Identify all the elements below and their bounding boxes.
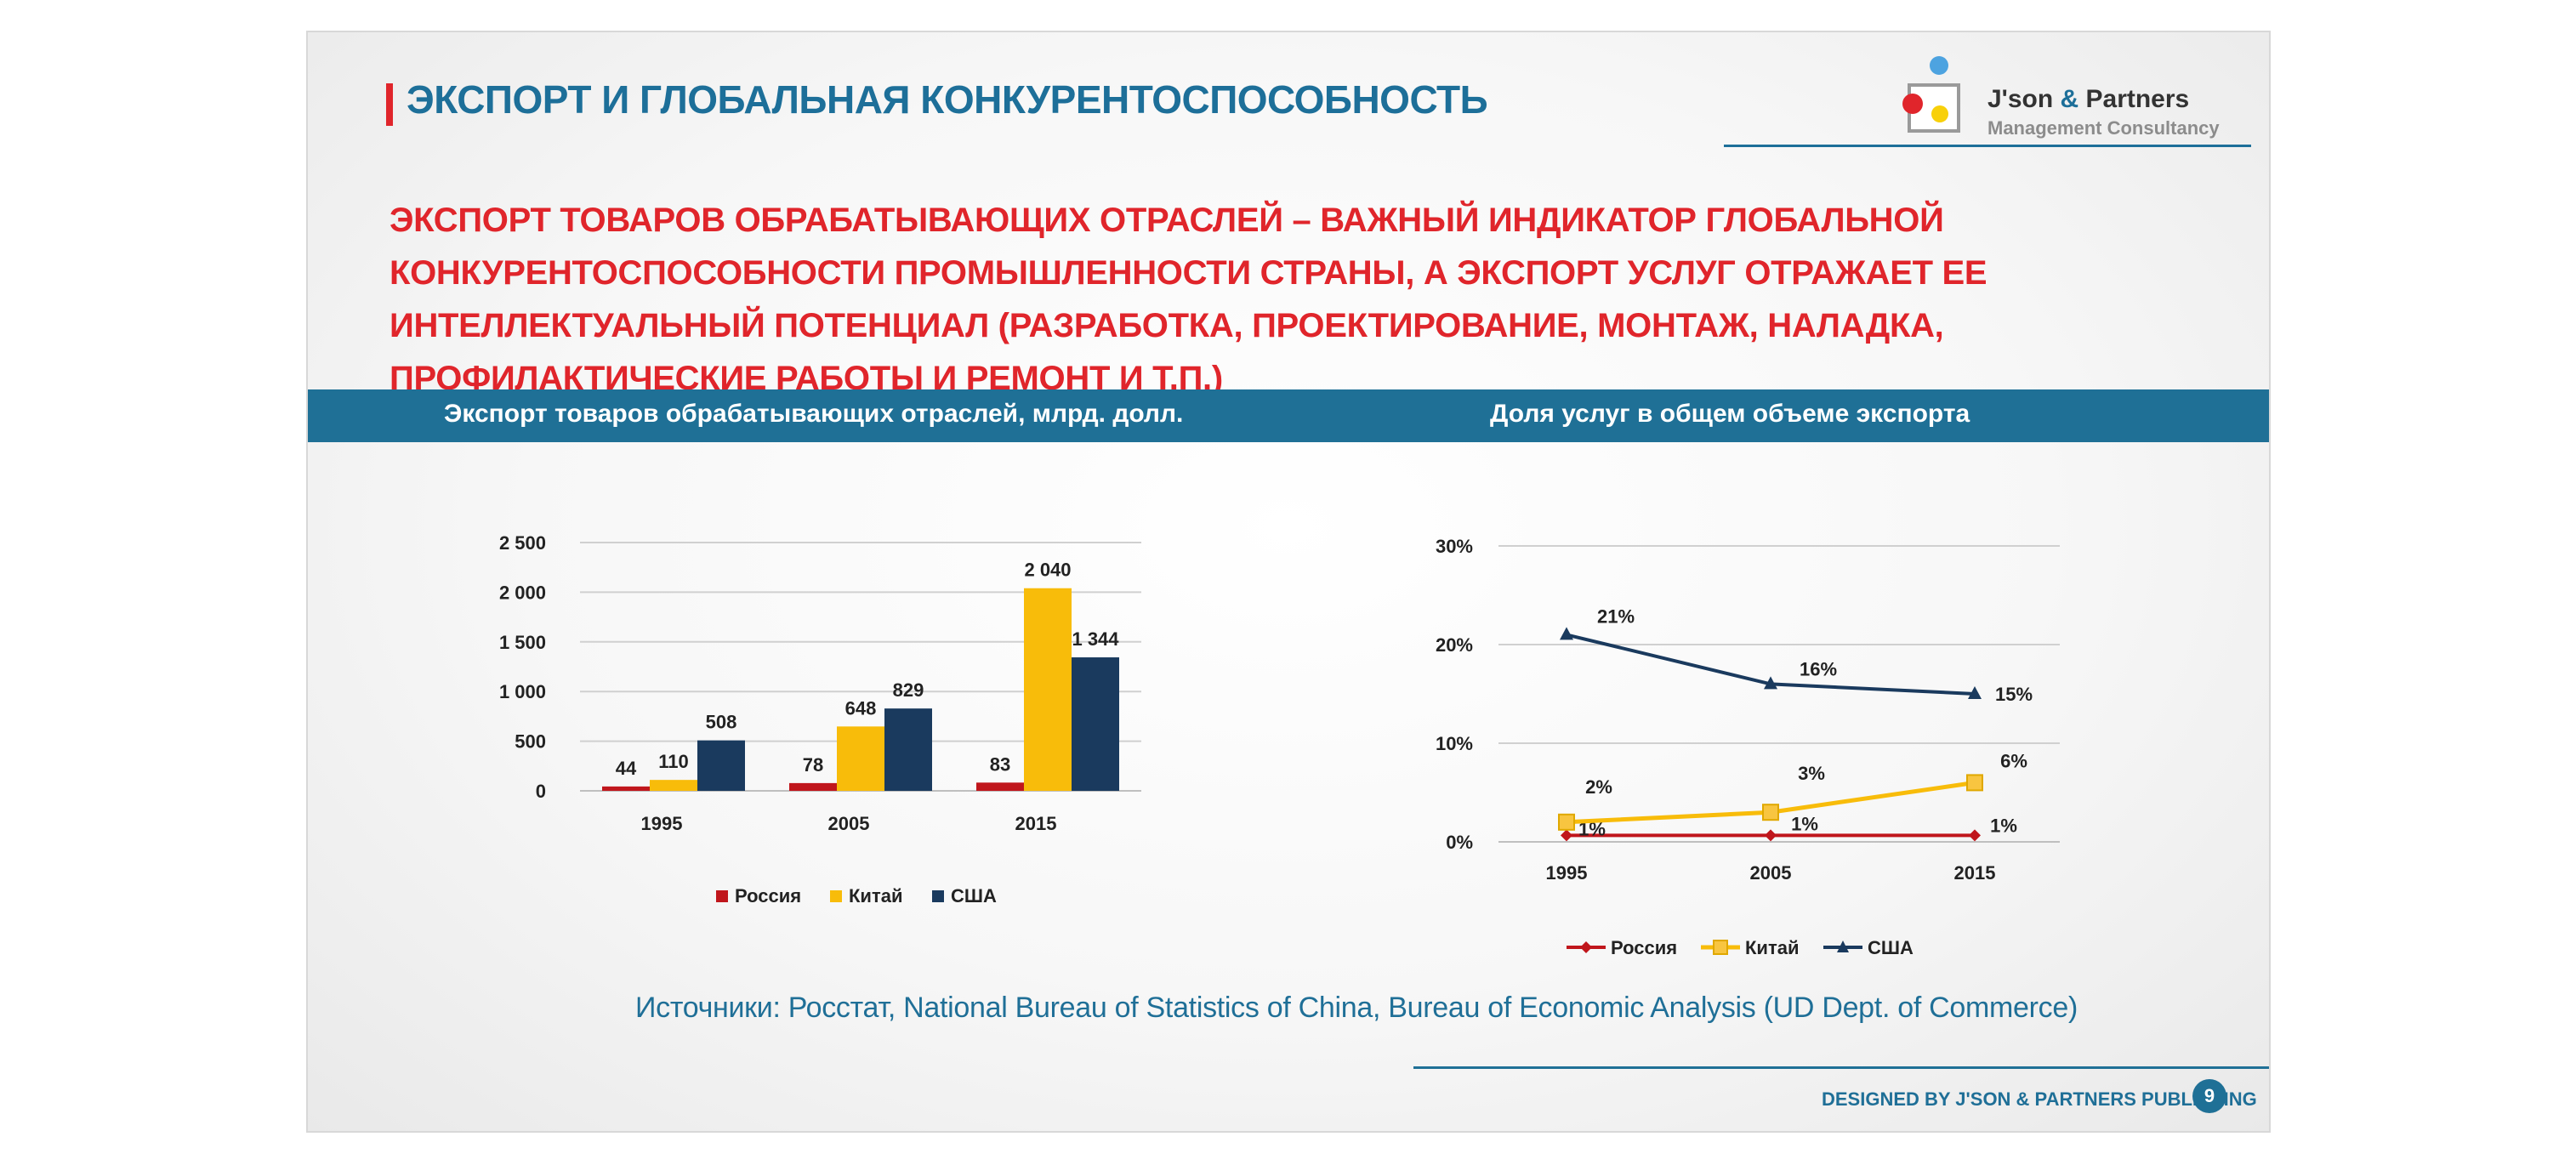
data-label: 1% (1791, 813, 1818, 834)
marker-triangle (1764, 676, 1777, 690)
slide: ЭКСПОРТ И ГЛОБАЛЬНАЯ КОНКУРЕНТОСПОСОБНОС… (306, 31, 2271, 1133)
legend-marker-icon (1580, 941, 1592, 953)
legend-label: Китай (849, 885, 903, 906)
data-label: 44 (616, 758, 637, 779)
data-label: 829 (893, 679, 924, 701)
bar-США (884, 708, 932, 791)
y-tick-label: 10% (1436, 733, 1473, 754)
marker-triangle (1968, 686, 1982, 699)
bar-США (697, 740, 745, 791)
data-label: 508 (706, 712, 737, 733)
data-label: 648 (845, 697, 877, 719)
data-label: 1 344 (1072, 628, 1119, 650)
bar-Россия (789, 782, 837, 791)
y-tick-label: 2 500 (499, 532, 546, 554)
title-accent-bar (386, 83, 393, 126)
data-label: 2% (1585, 776, 1612, 798)
y-tick-label: 1 500 (499, 632, 546, 653)
headline: ЭКСПОРТ ТОВАРОВ ОБРАБАТЫВАЮЩИХ ОТРАСЛЕЙ … (390, 202, 1987, 397)
legend-marker-icon (1837, 941, 1849, 952)
logo-red-dot-icon (1902, 94, 1923, 114)
page-number: 9 (2192, 1079, 2226, 1113)
legend-marker-icon (1713, 940, 1728, 955)
marker-square (1762, 804, 1779, 821)
marker-diamond (1969, 829, 1981, 842)
company-logo: J'son & Partners Management Consultancy (1894, 51, 2220, 145)
footer-line (1413, 1066, 2269, 1069)
logo-name: J'son & Partners (1987, 85, 2190, 113)
legend-swatch (716, 890, 728, 902)
data-label: 6% (2000, 750, 2027, 771)
bar-США (1072, 657, 1119, 791)
data-label: 16% (1800, 658, 1837, 679)
marker-triangle (1560, 627, 1573, 640)
line-chart-title: Доля услуг в общем объеме экспорта (1490, 400, 1970, 428)
legend-label: Россия (735, 885, 801, 906)
legend-swatch (932, 890, 944, 902)
bar-Китай (1024, 588, 1072, 791)
data-label: 15% (1995, 684, 2033, 705)
legend-label: США (1868, 937, 1914, 958)
legend-label: Россия (1611, 937, 1677, 958)
data-label: 78 (803, 754, 823, 776)
logo-yellow-dot-icon (1931, 105, 1948, 122)
bar-chart-title: Экспорт товаров обрабатывающих отраслей,… (444, 400, 1184, 428)
y-tick-label: 2 000 (499, 582, 546, 603)
y-tick-label: 0 (536, 781, 546, 802)
data-label: 21% (1597, 605, 1635, 627)
bar-Россия (976, 782, 1024, 791)
y-tick-label: 0% (1446, 832, 1473, 853)
sources-note: Источники: Росстат, National Bureau of S… (635, 992, 2078, 1024)
marker-square (1558, 813, 1575, 831)
marker-square (1966, 774, 1983, 792)
footer-credit: DESIGNED BY J'SON & PARTNERS PUBLISHING (1822, 1088, 2257, 1110)
bar-Россия (602, 786, 650, 791)
data-label: 1% (1990, 815, 2017, 836)
legend-swatch (830, 890, 842, 902)
x-tick-label: 1995 (641, 813, 683, 834)
data-label: 2 040 (1024, 560, 1071, 581)
x-tick-label: 1995 (1546, 862, 1588, 884)
x-tick-label: 2005 (1750, 862, 1792, 884)
y-tick-label: 20% (1436, 634, 1473, 656)
bar-Китай (837, 726, 884, 791)
bar-chart: 0 500 1 000 1 500 2 000 2 500 44 110 508 1995 78 64… (499, 532, 1141, 906)
logo-underline (1724, 145, 2251, 147)
x-tick-label: 2005 (828, 813, 870, 834)
y-tick-label: 30% (1436, 536, 1473, 557)
data-label: 3% (1798, 763, 1825, 784)
y-tick-label: 500 (515, 731, 546, 753)
logo-subtitle: Management Consultancy (1987, 117, 2220, 139)
data-label: 110 (658, 751, 689, 772)
marker-diamond (1561, 829, 1572, 842)
y-tick-label: 1 000 (499, 681, 546, 702)
logo-blue-dot-icon (1930, 56, 1948, 75)
chart-titles-band: Экспорт товаров обрабатывающих отраслей,… (308, 389, 2269, 442)
legend-label: США (951, 885, 997, 906)
legend-label: Китай (1745, 937, 1800, 958)
data-label: 83 (990, 753, 1010, 775)
x-tick-label: 2015 (1015, 813, 1057, 834)
x-tick-label: 2015 (1954, 862, 1996, 884)
page-title: ЭКСПОРТ И ГЛОБАЛЬНАЯ КОНКУРЕНТОСПОСОБНОС… (407, 77, 1488, 122)
bar-Китай (650, 780, 697, 791)
marker-diamond (1765, 829, 1777, 842)
